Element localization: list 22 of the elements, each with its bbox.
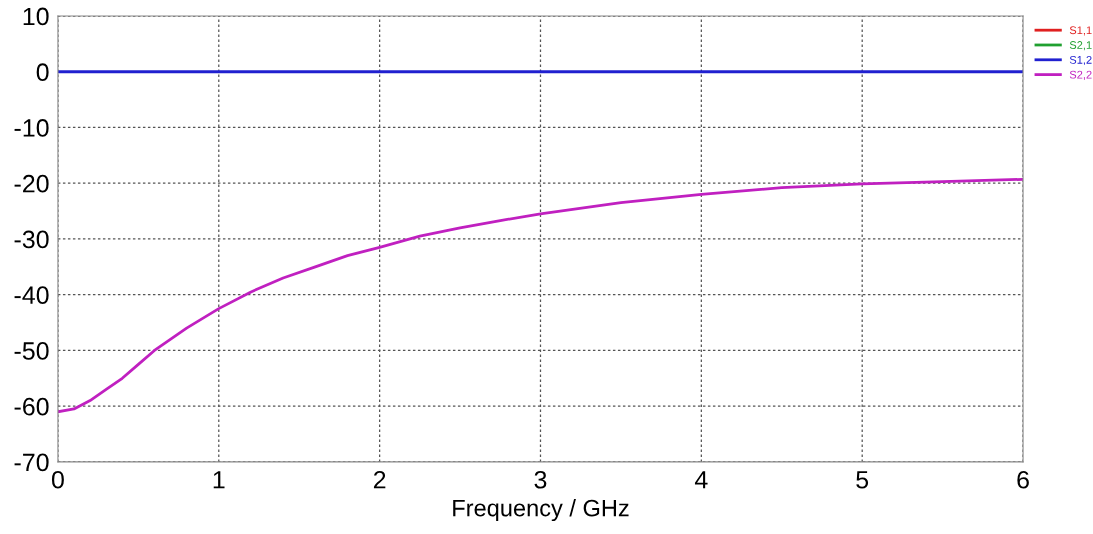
legend-label: S1,1: [1069, 26, 1092, 36]
y-tick-label: -10: [14, 119, 49, 137]
x-tick-label: 2: [373, 470, 386, 489]
x-tick-label: 4: [694, 471, 708, 489]
y-tick-label: -40: [14, 286, 49, 305]
x-tick-label: 6: [1017, 470, 1029, 489]
x-tick-label: 1: [213, 471, 225, 489]
y-tick-label: -50: [14, 342, 49, 360]
x-axis-title: Frequency / GHz: [453, 499, 629, 522]
x-tick-label: 0: [51, 470, 64, 489]
legend-label: S2,1: [1069, 41, 1092, 51]
x-tick-label: 5: [856, 471, 869, 489]
legend-label: S1,2: [1069, 55, 1092, 66]
y-tick-label: 0: [36, 63, 49, 82]
x-tick-label: 3: [534, 470, 547, 489]
y-tick-label: -70: [14, 453, 49, 472]
y-tick-label: 10: [23, 7, 49, 26]
y-tick-label: -20: [14, 174, 49, 193]
y-tick-label: -30: [14, 230, 49, 249]
line-series: [57, 177, 1024, 414]
y-tick-label: -60: [14, 397, 49, 416]
legend-label: S2,2: [1069, 70, 1092, 80]
